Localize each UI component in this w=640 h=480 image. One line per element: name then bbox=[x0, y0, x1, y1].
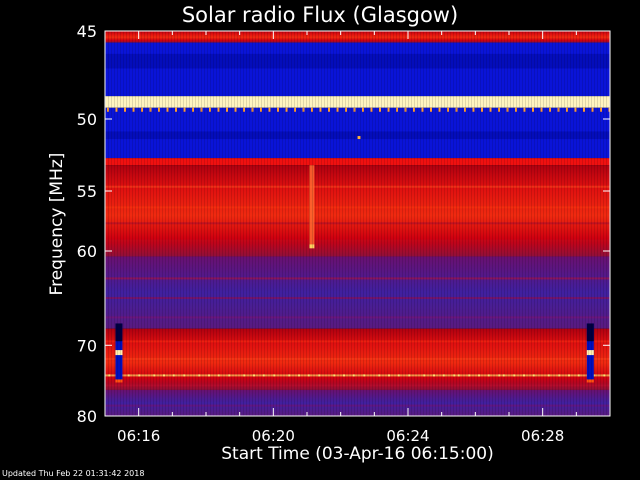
y-tick-label: 50 bbox=[77, 110, 97, 129]
plot-frame bbox=[104, 30, 611, 417]
chart-title: Solar radio Flux (Glasgow) bbox=[181, 3, 459, 27]
x-tick-label: 06:28 bbox=[521, 427, 564, 445]
y-tick-label: 55 bbox=[77, 182, 97, 201]
updated-timestamp: Updated Thu Feb 22 01:31:42 2018 bbox=[2, 469, 145, 478]
y-tick-label: 70 bbox=[77, 336, 97, 355]
x-tick-label: 06:16 bbox=[117, 427, 160, 445]
x-axis-label: Start Time (03-Apr-16 06:15:00) bbox=[221, 444, 494, 464]
texture-overlay bbox=[105, 31, 610, 416]
y-tick-label: 45 bbox=[77, 22, 97, 41]
axes: 45 50 55 60 70 80 06:16 06:20 06:24 06:28 bbox=[77, 22, 611, 445]
x-tick-label: 06:20 bbox=[252, 427, 295, 445]
y-tick-label: 80 bbox=[77, 407, 97, 426]
y-tick-label: 60 bbox=[77, 242, 97, 261]
x-tick-label: 06:24 bbox=[386, 427, 429, 445]
y-axis-label: Frequency [MHz] bbox=[47, 152, 67, 296]
